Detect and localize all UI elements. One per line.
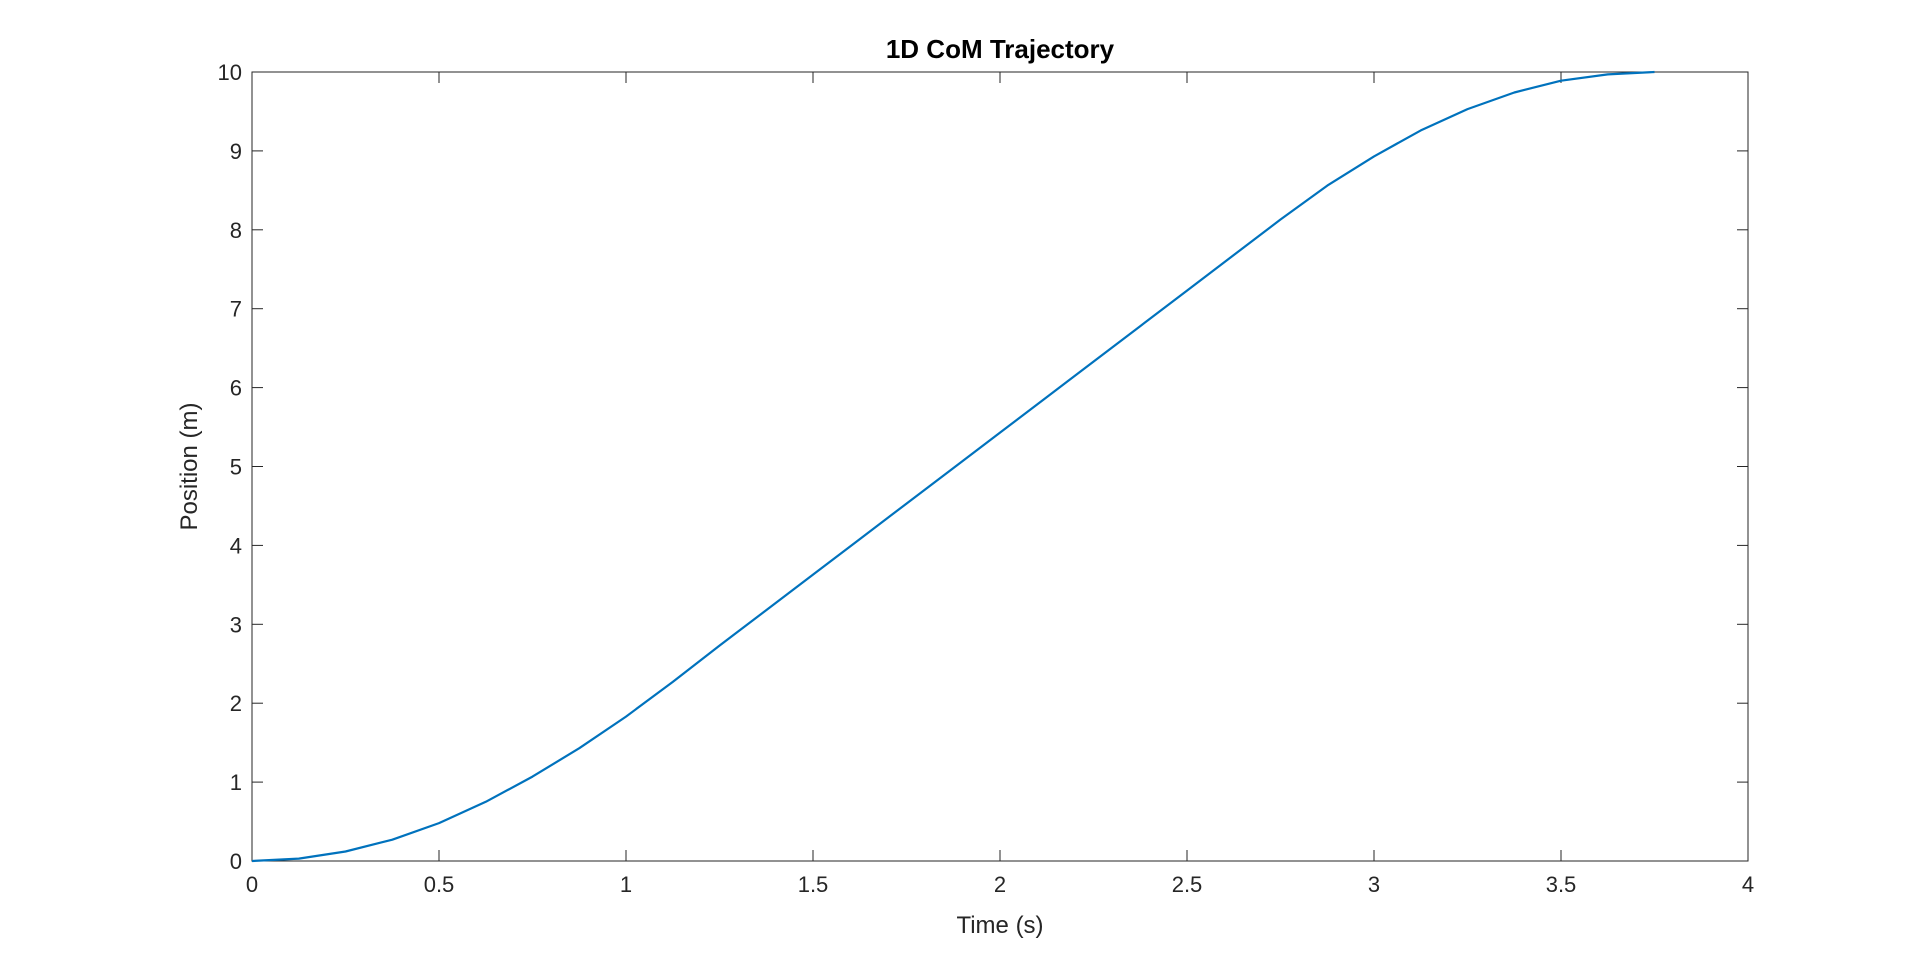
- x-tick-label: 0.5: [424, 872, 455, 897]
- y-tick-label: 7: [230, 297, 242, 322]
- y-tick-label: 3: [230, 612, 242, 637]
- x-tick-label: 4: [1742, 872, 1754, 897]
- y-tick-label: 4: [230, 533, 242, 558]
- y-tick-label: 9: [230, 139, 242, 164]
- x-axis-label: Time (s): [956, 912, 1043, 939]
- y-tick-label: 0: [230, 849, 242, 874]
- series-line: [251, 70, 1655, 863]
- y-tick-label: 10: [218, 60, 242, 85]
- tick-labels: 0 0.5 1 1.5 2 2.5 3 3.5 4 0 1 2 3 4 5 6 7 8 9 10: [218, 60, 1755, 897]
- y-tick-label: 2: [230, 691, 242, 716]
- x-tick-label: 0: [246, 872, 258, 897]
- chart-title: 1D CoM Trajectory: [886, 34, 1115, 64]
- y-tick-label: 6: [230, 376, 242, 401]
- ticks: [251, 71, 1749, 862]
- x-tick-label: 1: [620, 872, 632, 897]
- y-tick-label: 5: [230, 455, 242, 480]
- axes-box: [251, 71, 1749, 862]
- x-tick-label: 2.5: [1172, 872, 1203, 897]
- y-tick-label: 1: [230, 770, 242, 795]
- x-tick-label: 2: [994, 872, 1006, 897]
- x-tick-label: 3.5: [1546, 872, 1577, 897]
- y-axis-label: Position (m): [176, 402, 203, 530]
- y-tick-label: 8: [230, 218, 242, 243]
- x-tick-label: 1.5: [798, 872, 829, 897]
- x-tick-label: 3: [1368, 872, 1380, 897]
